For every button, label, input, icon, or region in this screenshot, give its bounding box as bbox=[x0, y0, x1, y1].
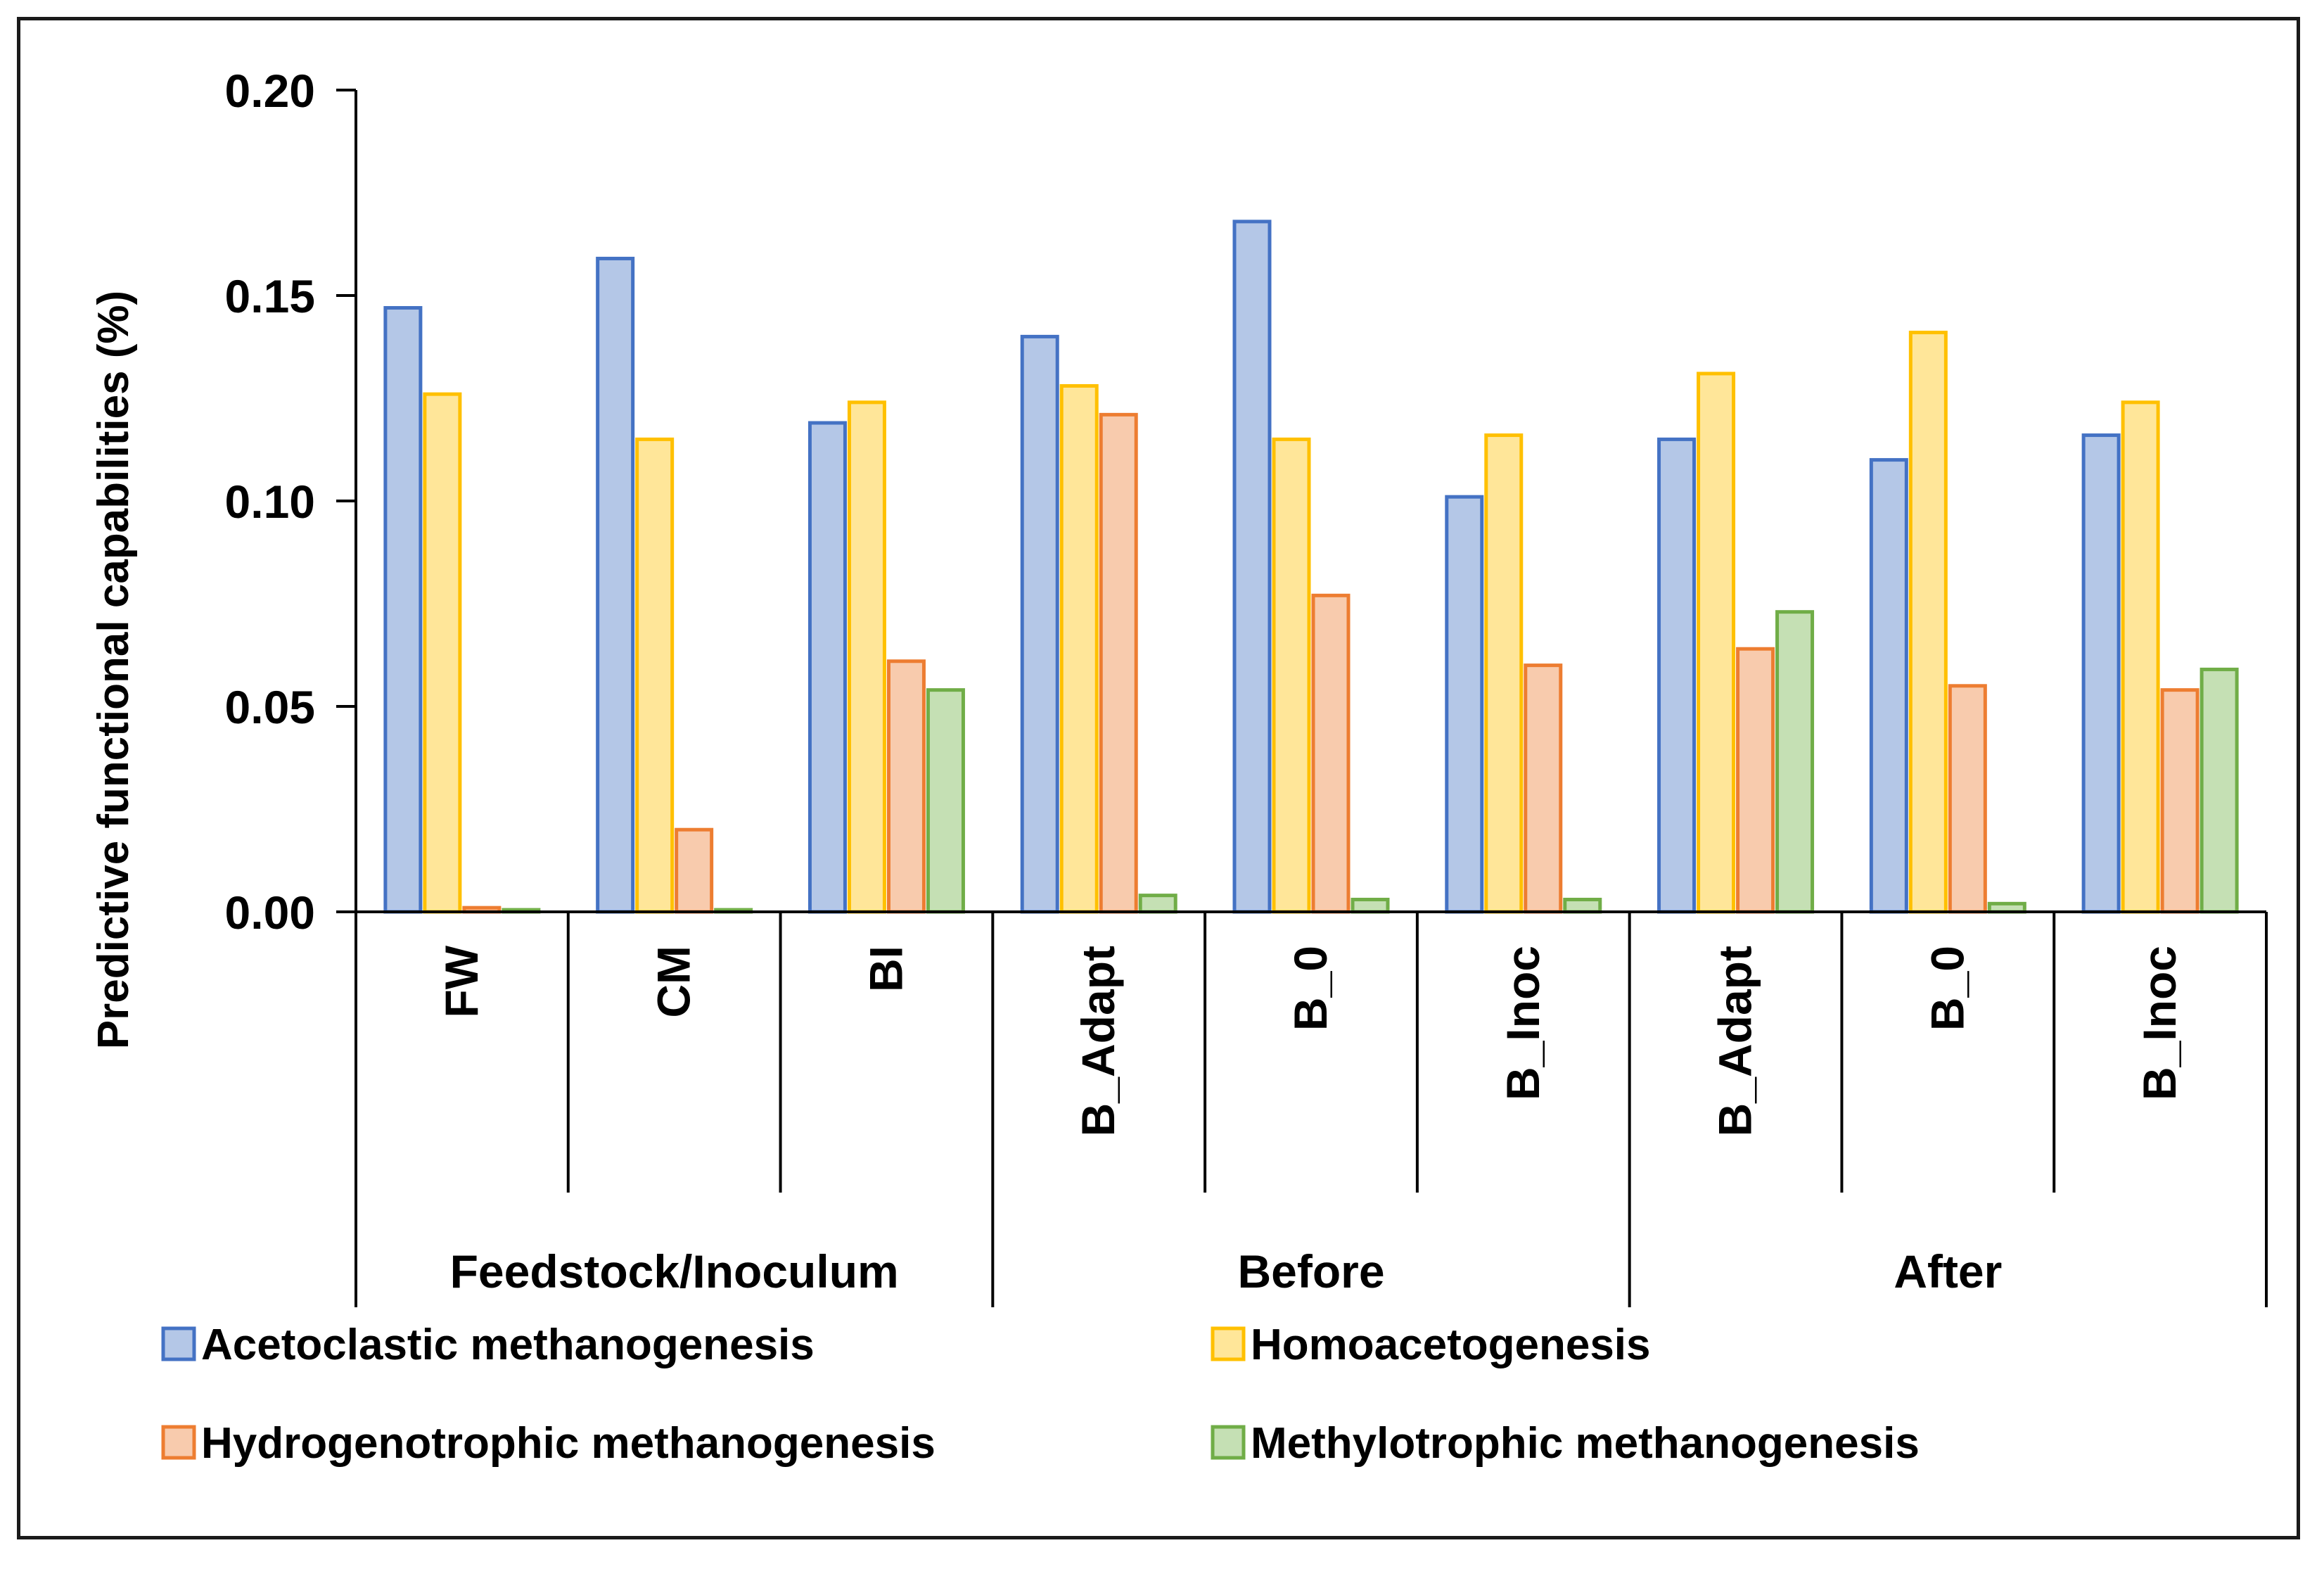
bar-1-5 bbox=[1232, 220, 1272, 914]
bar-2-3 bbox=[847, 400, 886, 914]
bar-2-9 bbox=[2121, 400, 2160, 914]
category-label: B_Adapt bbox=[1072, 946, 1124, 1136]
category-label: B_0 bbox=[1921, 946, 1973, 1031]
group-label: Feedstock/Inoculum bbox=[450, 1245, 899, 1297]
legend-label: Hydrogenotrophic methanogenesis bbox=[201, 1419, 936, 1468]
legend-label: Homoacetogenesis bbox=[1251, 1321, 1651, 1369]
bar-1-8 bbox=[1869, 458, 1908, 914]
bar-4-6 bbox=[1563, 897, 1602, 914]
y-tick-label: 0.05 bbox=[225, 681, 315, 733]
y-tick-label: 0.10 bbox=[225, 476, 315, 528]
bar-3-5 bbox=[1311, 593, 1351, 914]
bar-3-7 bbox=[1736, 647, 1775, 914]
bars-layer bbox=[383, 220, 2239, 914]
legend-label: Acetoclastic methanogenesis bbox=[201, 1321, 815, 1369]
bar-4-7 bbox=[1775, 610, 1815, 914]
bar-2-5 bbox=[1272, 437, 1311, 914]
category-label: BI bbox=[860, 946, 912, 992]
legend-swatch-4 bbox=[1211, 1425, 1246, 1460]
axes-layer bbox=[336, 89, 2268, 1307]
group-label: Before bbox=[1237, 1245, 1384, 1297]
category-label: FW bbox=[435, 945, 487, 1017]
bar-2-7 bbox=[1697, 371, 1736, 914]
bar-2-4 bbox=[1059, 383, 1099, 914]
bar-1-3 bbox=[807, 421, 847, 914]
y-tick-label: 0.15 bbox=[225, 270, 315, 322]
labels-layer: 0.00 0.05 0.10 0.15 0.20 FW CM BI B_Adapt B_0 B_In… bbox=[89, 65, 2185, 1297]
bar-1-6 bbox=[1445, 495, 1484, 914]
legend-swatch-1 bbox=[161, 1326, 196, 1361]
bar-4-5 bbox=[1351, 897, 1390, 914]
bar-2-8 bbox=[1908, 331, 1948, 914]
bar-3-6 bbox=[1524, 663, 1563, 914]
bar-3-8 bbox=[1948, 684, 1987, 914]
bar-1-2 bbox=[596, 256, 635, 914]
category-label: B_Inoc bbox=[2133, 946, 2185, 1100]
category-label: CM bbox=[648, 946, 700, 1018]
bar-4-4 bbox=[1138, 894, 1177, 914]
bar-1-4 bbox=[1020, 334, 1059, 914]
legend-swatch-3 bbox=[161, 1425, 196, 1460]
bar-3-3 bbox=[886, 659, 926, 914]
bar-1-1 bbox=[383, 306, 423, 914]
legend-swatch-2 bbox=[1211, 1326, 1246, 1361]
category-label: B_Adapt bbox=[1709, 946, 1761, 1136]
bar-1-7 bbox=[1657, 437, 1697, 914]
legend-label: Methylotrophic methanogenesis bbox=[1251, 1419, 1920, 1468]
bar-1-9 bbox=[2081, 433, 2121, 914]
bar-2-6 bbox=[1484, 433, 1524, 914]
y-tick-label: 0.20 bbox=[225, 65, 315, 117]
bar-3-9 bbox=[2160, 688, 2200, 914]
group-label: After bbox=[1894, 1245, 2002, 1297]
y-tick-label: 0.00 bbox=[225, 887, 315, 939]
category-label: B_Inoc bbox=[1497, 946, 1549, 1100]
bar-2-1 bbox=[423, 392, 462, 914]
bar-4-9 bbox=[2200, 667, 2239, 914]
legend: Acetoclastic methanogenesis Homoacetogene… bbox=[161, 1321, 1920, 1468]
bar-3-2 bbox=[675, 827, 714, 914]
bar-2-2 bbox=[635, 437, 675, 914]
bar-3-4 bbox=[1099, 412, 1138, 914]
y-axis-title: Predictive functional capabilities (%) bbox=[89, 291, 138, 1049]
bar-4-3 bbox=[926, 688, 965, 914]
category-label: B_0 bbox=[1284, 946, 1336, 1031]
